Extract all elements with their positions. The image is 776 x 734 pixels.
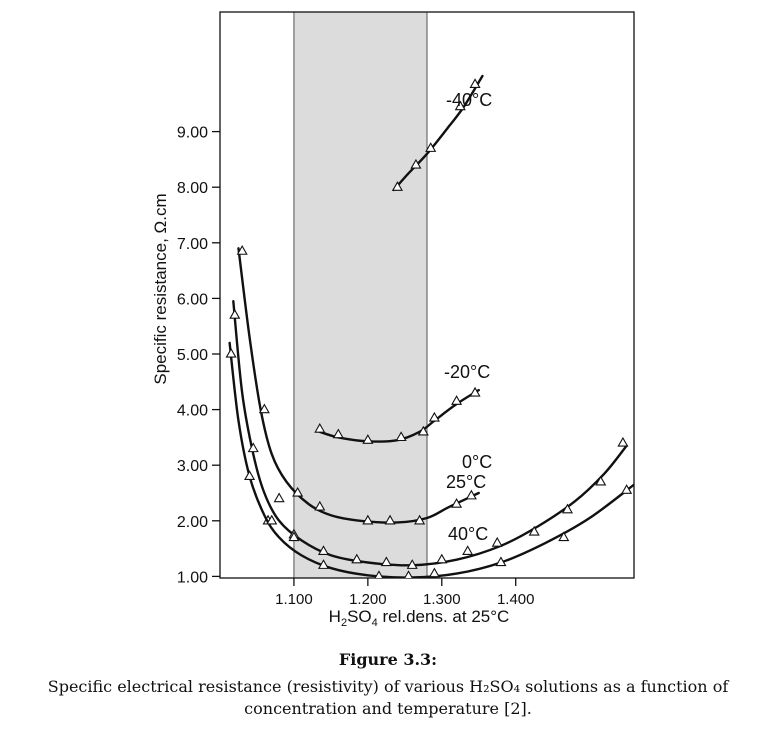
data-point-triangle: [451, 395, 463, 405]
figure-caption: Specific electrical resistance (resistiv…: [47, 677, 729, 718]
y-tick-label: 9.00: [177, 125, 208, 142]
data-point-triangle: [292, 486, 304, 497]
x-axis-label: H2SO4 rel.dens. at 25°C: [329, 607, 510, 629]
data-point-triangle: [595, 475, 607, 486]
data-point-triangle: [469, 78, 481, 88]
data-point-triangle: [406, 559, 418, 569]
y-tick-label: 4.00: [177, 403, 208, 420]
data-point-triangle: [491, 536, 503, 547]
figure-title: Figure 3.3:: [338, 650, 438, 669]
resistivity-chart: 1.00 2.00 3.00 4.00 5.00 6.00 7.00 8.00 9.00 1.10…: [151, 11, 635, 629]
data-point-triangle: [314, 422, 326, 433]
data-point-triangle: [495, 556, 507, 567]
series-label: -40°C: [446, 90, 492, 110]
data-point-triangle: [404, 570, 413, 578]
y-tick-label: 6.00: [177, 291, 208, 308]
data-point-triangle: [225, 347, 237, 358]
data-point-triangle: [451, 498, 463, 508]
series-label: 40°C: [448, 524, 488, 544]
data-point-triangle: [561, 503, 574, 514]
y-axis-label: Specific resistance, Ω.cm: [151, 193, 170, 384]
x-tick-label: 1.400: [497, 591, 535, 608]
data-point-triangle: [258, 403, 270, 414]
data-point-triangle: [384, 514, 396, 525]
data-point-triangle: [558, 531, 570, 542]
series-label: 25°C: [446, 472, 486, 492]
data-point-triangle: [314, 500, 326, 511]
data-point-triangle: [621, 484, 633, 494]
data-point-triangle: [417, 425, 429, 436]
data-point-triangle: [236, 245, 248, 255]
series-line-1: [392, 74, 484, 192]
data-point-triangle: [374, 570, 384, 578]
data-point-triangle: [425, 142, 437, 152]
data-point-triangle: [410, 158, 422, 169]
series-layer: [225, 74, 634, 578]
data-point-triangle: [362, 514, 374, 525]
y-tick-label: 8.00: [177, 180, 208, 197]
y-tick-label: 7.00: [177, 236, 208, 253]
data-point-triangle: [266, 514, 278, 525]
data-point-triangle: [229, 308, 241, 319]
chart-figure: 1.00 2.00 3.00 4.00 5.00 6.00 7.00 8.00 9.00 1.10…: [151, 11, 635, 629]
data-point-triangle: [465, 489, 477, 500]
series-line-4: [232, 299, 628, 567]
data-point-triangle: [351, 553, 363, 564]
data-point-triangle: [380, 556, 392, 567]
data-point-triangle: [362, 434, 374, 444]
data-point-triangle: [332, 428, 344, 439]
x-tick-label: 1.300: [423, 591, 461, 608]
data-point-triangle: [454, 100, 466, 111]
data-point-triangle: [391, 181, 403, 191]
data-point-triangle: [414, 514, 426, 525]
series-label: 0°C: [462, 452, 492, 472]
x-tick-label: 1.100: [275, 591, 313, 608]
y-tick-label: 1.00: [177, 569, 208, 586]
data-point-triangle: [428, 411, 440, 422]
data-point-triangle: [469, 386, 481, 397]
y-tick-label: 5.00: [177, 347, 208, 364]
shaded-concentration-band: [293, 11, 428, 579]
data-point-triangle: [317, 559, 330, 569]
y-tick-label: 3.00: [177, 458, 208, 475]
data-point-triangle: [247, 442, 259, 453]
data-point-triangle: [428, 567, 440, 578]
data-point-triangle: [528, 525, 540, 536]
data-point-triangle: [617, 436, 629, 447]
data-point-triangle: [395, 431, 407, 442]
series-line-5: [228, 341, 634, 578]
y-tick-label: 2.00: [177, 514, 208, 531]
x-tick-label: 1.200: [349, 591, 387, 608]
data-point-triangle: [436, 553, 448, 564]
data-point-triangle: [462, 545, 474, 556]
data-point-triangle: [288, 531, 300, 542]
series-label: -20°C: [444, 362, 490, 382]
data-point-triangle: [244, 470, 256, 480]
data-point-triangle: [273, 492, 285, 503]
data-point-triangle: [317, 545, 330, 556]
